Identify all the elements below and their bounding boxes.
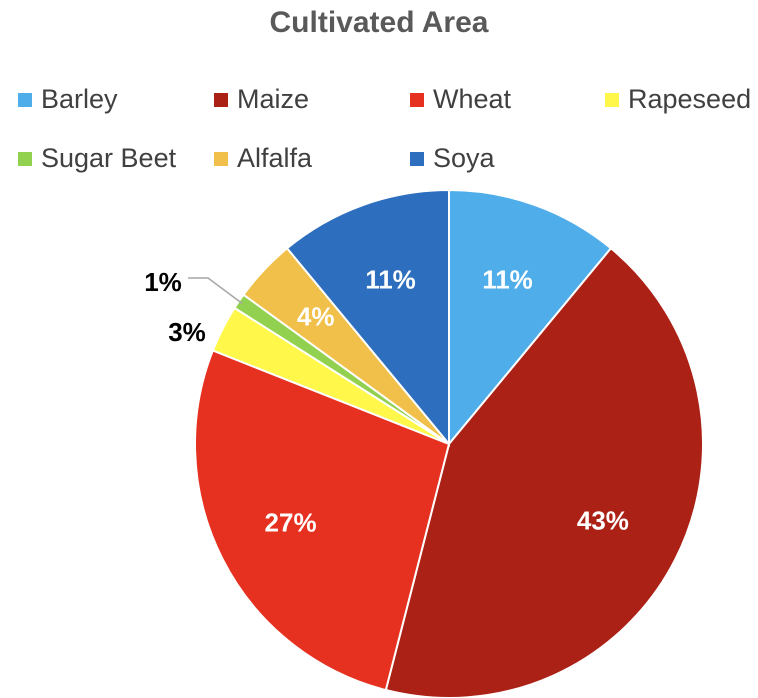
data-label-soya: 11% xyxy=(365,264,416,294)
legend-swatch-maize xyxy=(214,92,228,107)
pie-slice-wheat xyxy=(194,349,451,692)
legend-label-barley: Barley xyxy=(41,84,118,114)
legend-swatch-soya xyxy=(410,151,424,166)
data-label-alfalfa: 4% xyxy=(297,302,335,332)
legend-swatch-alfalfa xyxy=(214,151,228,166)
legend-item-maize: Maize xyxy=(214,84,309,115)
legend-swatch-rapeseed xyxy=(605,92,619,107)
legend-label-rapeseed: Rapeseed xyxy=(628,84,752,114)
legend-label-wheat: Wheat xyxy=(433,84,512,114)
data-label-wheat: 27% xyxy=(265,508,317,538)
legend-label-sugar-beet: Sugar Beet xyxy=(41,143,177,173)
legend-swatch-sugar-beet xyxy=(18,151,32,166)
legend-item-rapeseed: Rapeseed xyxy=(605,84,751,115)
legend-swatch-barley xyxy=(18,92,32,107)
data-label-barley: 11% xyxy=(482,264,533,294)
legend-swatch-wheat xyxy=(410,92,424,107)
data-label-maize: 43% xyxy=(577,505,629,535)
legend-item-wheat: Wheat xyxy=(410,84,511,115)
leader-line-sugar-beet xyxy=(188,277,243,305)
legend-item-barley: Barley xyxy=(18,84,118,115)
pie-slice-maize xyxy=(384,246,704,698)
legend-label-alfalfa: Alfalfa xyxy=(237,143,313,173)
legend-item-alfalfa: Alfalfa xyxy=(214,143,312,174)
pie-slice-soya xyxy=(285,188,450,447)
data-label-rapeseed: 3% xyxy=(168,317,206,347)
legend-item-soya: Soya xyxy=(410,143,495,174)
pie-slice-barley xyxy=(448,188,613,447)
chart-title: Cultivated Area xyxy=(269,6,489,39)
legend-label-soya: Soya xyxy=(433,143,495,173)
legend-item-sugar-beet: Sugar Beet xyxy=(18,143,176,174)
legend-label-maize: Maize xyxy=(237,84,310,114)
data-label-sugar-beet: 1% xyxy=(144,267,182,297)
